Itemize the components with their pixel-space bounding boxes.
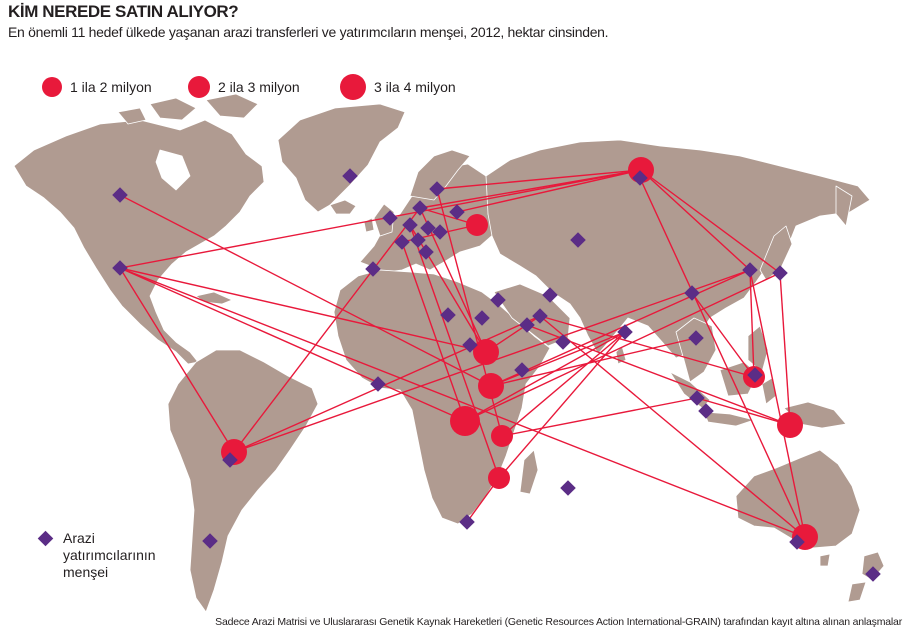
investor-diamond bbox=[402, 217, 418, 233]
flow-line bbox=[119, 267, 466, 422]
flow-line bbox=[539, 315, 755, 378]
legend-investor: Arazi yatırımcılarının menşei bbox=[37, 530, 156, 581]
flow-line bbox=[691, 292, 755, 378]
flow-line bbox=[749, 269, 755, 378]
flow-line bbox=[501, 331, 626, 437]
investor-diamond bbox=[342, 168, 358, 184]
investor-diamond bbox=[865, 566, 881, 582]
investor-diamond bbox=[418, 244, 434, 260]
flow-line bbox=[401, 241, 466, 422]
target-circle bbox=[450, 406, 480, 436]
flow-line bbox=[640, 169, 781, 274]
target-circle bbox=[777, 412, 803, 438]
flow-line bbox=[436, 169, 642, 190]
flow-line bbox=[749, 269, 806, 538]
investor-diamond bbox=[429, 181, 445, 197]
sulawesi bbox=[761, 377, 777, 405]
iceland bbox=[329, 199, 357, 215]
caribbean bbox=[195, 291, 233, 305]
asia bbox=[485, 139, 871, 359]
flow-line bbox=[639, 177, 806, 538]
target-circles bbox=[221, 157, 818, 550]
flow-line bbox=[498, 331, 626, 479]
investor-diamond bbox=[382, 210, 398, 226]
australia bbox=[735, 449, 861, 549]
flow-line bbox=[490, 269, 751, 387]
legend-investor-label: Arazi yatırımcılarının menşei bbox=[63, 530, 156, 580]
investor-diamond bbox=[449, 204, 465, 220]
flow-line bbox=[490, 331, 626, 387]
investor-diamond bbox=[632, 170, 648, 186]
investor-diamond bbox=[202, 533, 218, 549]
flow-line bbox=[119, 267, 806, 538]
target-circle bbox=[478, 373, 504, 399]
madagascar bbox=[519, 449, 539, 495]
flow-line bbox=[119, 267, 235, 453]
south-america bbox=[167, 349, 319, 613]
legend-size-3: 3 ila 4 milyon bbox=[340, 74, 456, 100]
flow-line bbox=[696, 397, 791, 426]
flow-line bbox=[409, 224, 500, 479]
target-circle bbox=[473, 339, 499, 365]
legend-size-3-label: 3 ila 4 milyon bbox=[374, 79, 456, 95]
flow-line bbox=[233, 207, 421, 453]
investor-diamond bbox=[222, 452, 238, 468]
flow-line bbox=[464, 272, 781, 422]
flow-line bbox=[119, 169, 642, 269]
philippines bbox=[747, 325, 769, 373]
legend-size-2-label: 2 ila 3 milyon bbox=[218, 79, 300, 95]
arctic-islands bbox=[149, 97, 197, 121]
legend-size-2: 2 ila 3 milyon bbox=[188, 74, 300, 100]
land-masses bbox=[13, 93, 885, 613]
investor-diamond bbox=[560, 480, 576, 496]
source-note: Sadece Arazi Matrisi ve Uluslararası Gen… bbox=[215, 616, 902, 628]
flow-line bbox=[490, 337, 697, 387]
investor-diamond bbox=[789, 534, 805, 550]
flow-line bbox=[233, 315, 541, 453]
indochina bbox=[675, 317, 717, 383]
flow-line bbox=[464, 331, 626, 422]
north-america bbox=[13, 119, 265, 365]
target-circle bbox=[466, 214, 488, 236]
investor-diamond-icon bbox=[37, 530, 54, 547]
flow-line bbox=[779, 272, 791, 426]
investor-diamond bbox=[410, 232, 426, 248]
investor-diamond bbox=[394, 234, 410, 250]
investor-diamond bbox=[412, 200, 428, 216]
target-circle-icon bbox=[188, 76, 210, 98]
flow-line bbox=[119, 194, 492, 387]
greenland bbox=[277, 103, 406, 213]
flow-line bbox=[501, 397, 698, 437]
flow-line bbox=[419, 169, 642, 209]
flow-line bbox=[456, 169, 642, 213]
target-circle-icon bbox=[42, 77, 62, 97]
flow-line bbox=[640, 169, 751, 271]
flow-line bbox=[539, 315, 806, 538]
target-circle bbox=[488, 467, 510, 489]
flow-line bbox=[119, 267, 487, 353]
java bbox=[703, 411, 755, 427]
target-circle bbox=[491, 425, 513, 447]
target-circle-icon bbox=[340, 74, 366, 100]
investor-diamond bbox=[570, 232, 586, 248]
investment-flows bbox=[119, 169, 806, 538]
legend-size-1: 1 ila 2 milyon bbox=[42, 74, 152, 100]
legend-size-1-label: 1 ila 2 milyon bbox=[70, 79, 152, 95]
investor-diamond bbox=[432, 224, 448, 240]
investor-diamond bbox=[112, 187, 128, 203]
flow-line bbox=[409, 224, 487, 353]
map-title: KİM NEREDE SATIN ALIYOR? bbox=[8, 2, 239, 21]
investor-diamond bbox=[420, 220, 436, 236]
map-subtitle: En önemli 11 hedef ülkede yaşanan arazi … bbox=[8, 24, 609, 40]
